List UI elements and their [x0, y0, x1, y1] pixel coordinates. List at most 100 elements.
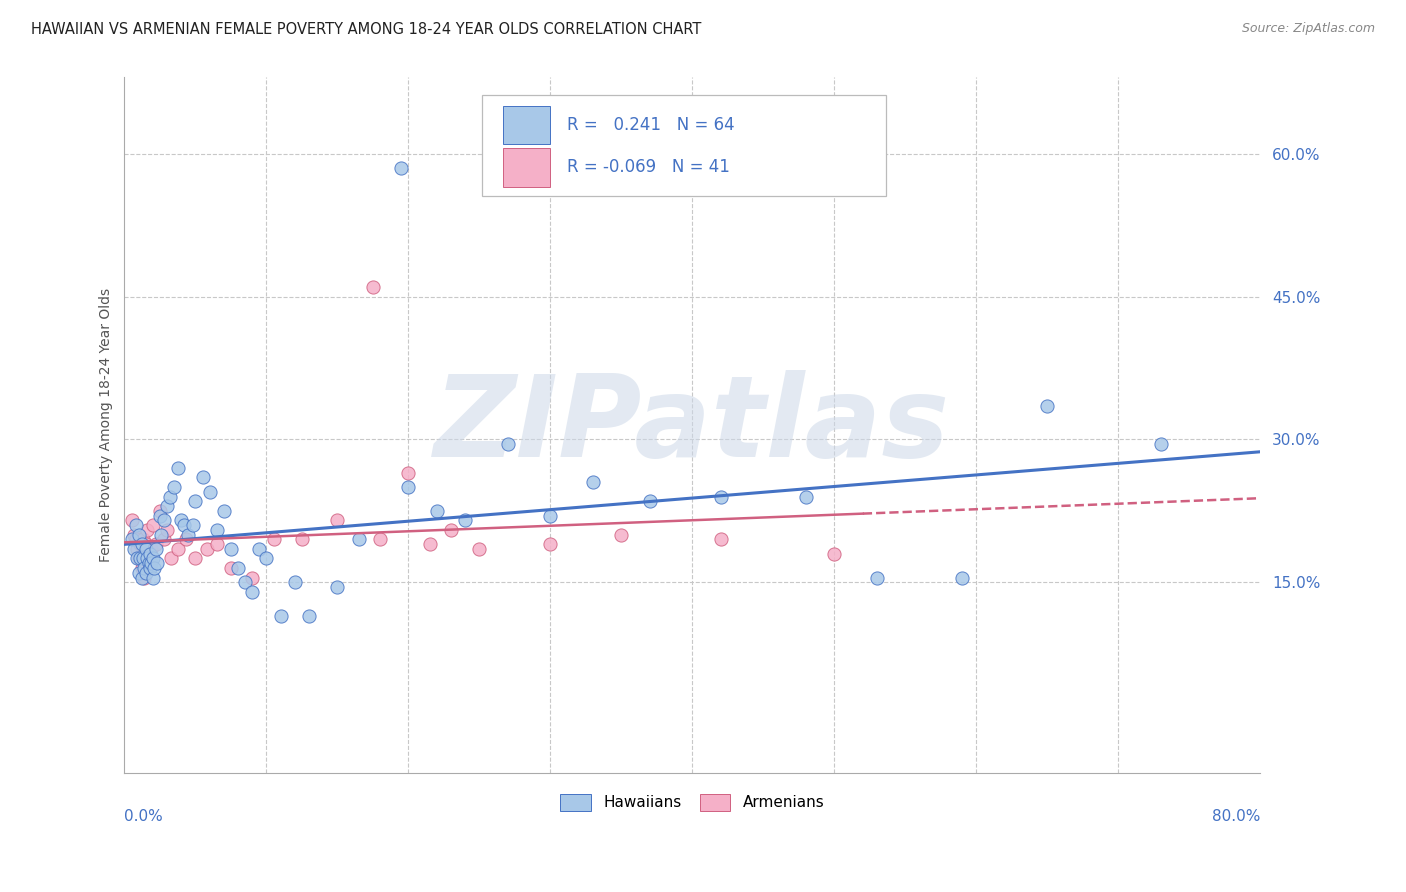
Point	[866, 570, 889, 584]
Point	[128, 527, 150, 541]
Point	[184, 551, 207, 566]
Point	[149, 508, 172, 523]
Y-axis label: Female Poverty Among 18-24 Year Olds: Female Poverty Among 18-24 Year Olds	[100, 288, 114, 562]
Point	[135, 541, 157, 556]
Point	[794, 490, 817, 504]
Point	[326, 513, 349, 527]
Point	[184, 494, 207, 508]
Point	[582, 475, 605, 490]
Point	[233, 575, 256, 590]
Point	[131, 561, 153, 575]
Point	[135, 537, 157, 551]
Point	[177, 527, 200, 541]
Point	[129, 537, 152, 551]
Point	[146, 556, 169, 570]
Point	[226, 561, 249, 575]
Point	[136, 551, 159, 566]
Point	[131, 537, 153, 551]
Point	[145, 541, 167, 556]
Point	[156, 499, 179, 513]
Point	[139, 561, 162, 575]
Point	[538, 537, 561, 551]
Legend: Hawaiians, Armenians: Hawaiians, Armenians	[554, 788, 831, 817]
Point	[170, 513, 193, 527]
Point	[398, 480, 420, 494]
Point	[141, 541, 163, 556]
Point	[347, 533, 370, 547]
Text: 80.0%: 80.0%	[1212, 809, 1260, 824]
Point	[638, 494, 661, 508]
Point	[129, 551, 152, 566]
Point	[124, 527, 146, 541]
Point	[125, 518, 148, 533]
Point	[1150, 437, 1173, 451]
Point	[153, 513, 176, 527]
Point	[132, 551, 155, 566]
Point	[368, 533, 391, 547]
Point	[131, 570, 153, 584]
Point	[326, 580, 349, 594]
Point	[121, 513, 143, 527]
Point	[240, 584, 263, 599]
Point	[139, 547, 162, 561]
Point	[538, 508, 561, 523]
Text: HAWAIIAN VS ARMENIAN FEMALE POVERTY AMONG 18-24 YEAR OLDS CORRELATION CHART: HAWAIIAN VS ARMENIAN FEMALE POVERTY AMON…	[31, 22, 702, 37]
Point	[710, 533, 733, 547]
Point	[150, 527, 173, 541]
Point	[138, 547, 160, 561]
Point	[138, 556, 160, 570]
Point	[134, 561, 156, 575]
Point	[134, 570, 156, 584]
Point	[163, 480, 186, 494]
FancyBboxPatch shape	[503, 106, 550, 145]
Point	[610, 527, 633, 541]
Point	[173, 518, 195, 533]
Text: R =   0.241   N = 64: R = 0.241 N = 64	[568, 116, 735, 134]
Point	[156, 523, 179, 537]
Text: 0.0%: 0.0%	[125, 809, 163, 824]
Point	[139, 556, 162, 570]
Point	[205, 523, 228, 537]
Point	[135, 551, 157, 566]
Point	[454, 513, 477, 527]
Point	[263, 533, 285, 547]
Point	[143, 561, 166, 575]
Point	[124, 541, 146, 556]
Point	[298, 608, 321, 623]
Point	[127, 551, 149, 566]
Point	[142, 551, 165, 566]
Point	[167, 461, 190, 475]
Point	[219, 541, 242, 556]
Point	[159, 490, 181, 504]
Point	[247, 541, 270, 556]
Point	[174, 533, 197, 547]
Point	[145, 537, 167, 551]
Point	[142, 570, 165, 584]
Point	[136, 523, 159, 537]
Point	[181, 518, 204, 533]
Point	[426, 504, 449, 518]
Point	[191, 470, 214, 484]
Point	[195, 541, 218, 556]
Point	[823, 547, 845, 561]
Point	[128, 551, 150, 566]
Text: ZIPatlas: ZIPatlas	[434, 369, 950, 481]
Point	[1036, 399, 1059, 413]
Point	[212, 504, 235, 518]
Point	[361, 280, 384, 294]
Point	[127, 541, 149, 556]
Point	[142, 518, 165, 533]
Point	[149, 504, 172, 518]
Point	[496, 437, 519, 451]
Point	[121, 533, 143, 547]
Point	[167, 541, 190, 556]
Text: Source: ZipAtlas.com: Source: ZipAtlas.com	[1241, 22, 1375, 36]
Point	[284, 575, 307, 590]
Point	[135, 566, 157, 580]
Point	[153, 533, 176, 547]
Point	[468, 541, 491, 556]
FancyBboxPatch shape	[503, 148, 550, 186]
Point	[440, 523, 463, 537]
Point	[389, 161, 412, 175]
Point	[419, 537, 441, 551]
